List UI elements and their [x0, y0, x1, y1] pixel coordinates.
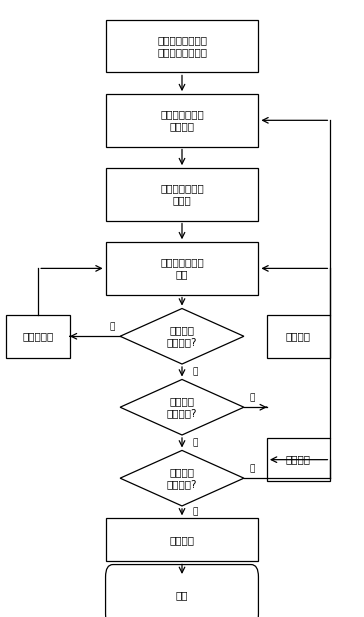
Polygon shape	[120, 450, 244, 506]
Text: 所有阵元
测试完成?: 所有阵元 测试完成?	[167, 467, 197, 489]
Text: 更改频率点: 更改频率点	[23, 331, 54, 341]
Text: 更改通道: 更改通道	[286, 331, 311, 341]
Text: 是: 是	[193, 508, 198, 516]
Text: 所有通道
测试完成?: 所有通道 测试完成?	[167, 396, 197, 418]
FancyBboxPatch shape	[106, 242, 258, 295]
Text: 否: 否	[249, 394, 255, 402]
Text: 是: 是	[193, 438, 198, 447]
Text: 否: 否	[249, 465, 255, 473]
Text: 移位天线指向阵
元位置: 移位天线指向阵 元位置	[160, 183, 204, 205]
Text: 更改阵元: 更改阵元	[286, 455, 311, 465]
Text: 结束: 结束	[176, 590, 188, 600]
Polygon shape	[120, 379, 244, 435]
Text: 设定标校频率、通
道和初始阵元位置: 设定标校频率、通 道和初始阵元位置	[157, 35, 207, 57]
Polygon shape	[120, 308, 244, 364]
FancyBboxPatch shape	[106, 94, 258, 146]
FancyBboxPatch shape	[266, 438, 331, 481]
FancyBboxPatch shape	[106, 565, 258, 617]
Text: 所有频点
测试完成?: 所有频点 测试完成?	[167, 325, 197, 347]
Text: 数据处理: 数据处理	[170, 535, 194, 545]
Text: 否: 否	[109, 323, 115, 331]
Text: 读取天线阵阵元
位置信息: 读取天线阵阵元 位置信息	[160, 109, 204, 131]
FancyBboxPatch shape	[266, 315, 331, 358]
Text: 是: 是	[193, 367, 198, 376]
FancyBboxPatch shape	[7, 315, 70, 358]
FancyBboxPatch shape	[106, 168, 258, 220]
Text: 幅度差值测试与
记录: 幅度差值测试与 记录	[160, 257, 204, 280]
FancyBboxPatch shape	[106, 20, 258, 72]
FancyBboxPatch shape	[106, 518, 258, 561]
